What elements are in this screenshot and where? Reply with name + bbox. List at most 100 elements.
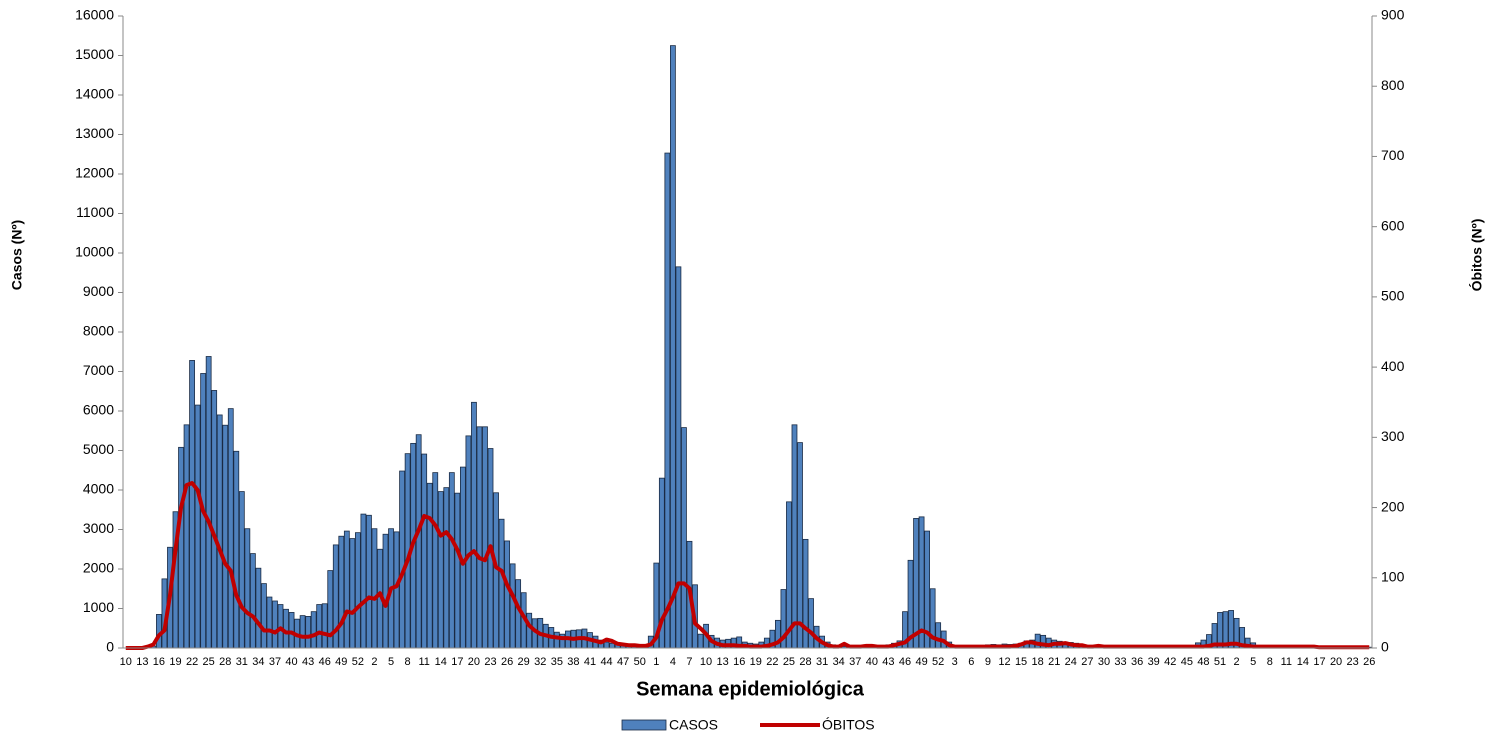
x-tick-label: 16	[733, 656, 745, 668]
y-tick-label: 5000	[83, 441, 114, 457]
bar	[808, 598, 814, 649]
x-tick-label: 35	[551, 656, 563, 668]
x-tick-label: 23	[1347, 656, 1359, 668]
bar	[504, 540, 510, 649]
x-tick-label: 26	[501, 656, 513, 668]
legend-label: ÓBITOS	[822, 717, 875, 733]
y2-tick-label: 0	[1381, 639, 1389, 655]
x-tick-label: 6	[968, 656, 974, 668]
bar	[321, 603, 328, 649]
bar	[476, 426, 483, 649]
legend-swatch	[621, 719, 667, 731]
x-tick-label: 44	[600, 656, 612, 668]
x-tick-label: 47	[617, 656, 629, 668]
x-tick-label: 28	[799, 656, 811, 668]
bar	[343, 530, 350, 649]
x-tick-label: 29	[518, 656, 530, 668]
bar	[935, 622, 942, 649]
bar	[305, 616, 312, 649]
x-tick-label: 20	[1330, 656, 1342, 668]
legend-label: CASOS	[669, 717, 718, 733]
x-tick-label: 43	[302, 656, 314, 668]
bar	[266, 596, 273, 649]
bar	[178, 446, 184, 649]
bar	[238, 491, 245, 649]
bar	[349, 538, 356, 649]
x-tick-label: 37	[849, 656, 861, 668]
x-tick-label: 30	[1098, 656, 1110, 668]
bar	[360, 513, 367, 649]
x-tick-label: 10	[700, 656, 712, 668]
x-tick-label: 34	[252, 656, 264, 668]
bar	[354, 532, 361, 649]
y2-tick-label: 400	[1381, 358, 1405, 374]
x-tick-label: 2	[1234, 656, 1240, 668]
x-axis-title: Semana epidemiológica	[636, 678, 865, 700]
bar	[261, 583, 267, 649]
y-tick-label: 16000	[75, 7, 114, 23]
x-tick-label: 25	[783, 656, 795, 668]
bar	[791, 424, 798, 649]
x-tick-label: 31	[816, 656, 828, 668]
y-tick-label: 2000	[83, 560, 114, 576]
y2-tick-label: 900	[1381, 7, 1405, 23]
y-tick-label: 4000	[83, 481, 114, 497]
x-tick-label: 41	[584, 656, 596, 668]
bar	[216, 414, 223, 649]
x-tick-label: 45	[1181, 656, 1193, 668]
x-tick-label: 49	[915, 656, 927, 668]
bar	[399, 470, 405, 649]
bar	[526, 612, 533, 649]
x-tick-label: 11	[418, 656, 429, 668]
bar	[498, 518, 505, 649]
bar	[426, 482, 433, 649]
x-tick-label: 17	[1313, 656, 1325, 668]
x-tick-label: 18	[1032, 656, 1044, 668]
x-tick-label: 1	[653, 656, 659, 668]
x-tick-label: 51	[1214, 656, 1226, 668]
x-tick-label: 20	[468, 656, 480, 668]
y2-tick-label: 500	[1381, 288, 1405, 304]
bar	[697, 633, 704, 649]
x-tick-label: 46	[319, 656, 331, 668]
bar	[189, 360, 195, 649]
x-tick-label: 8	[405, 656, 411, 668]
x-tick-label: 27	[1081, 656, 1093, 668]
bar	[421, 453, 428, 649]
y-tick-label: 8000	[83, 323, 114, 339]
x-tick-label: 13	[717, 656, 729, 668]
x-tick-label: 9	[985, 656, 991, 668]
x-tick-label: 3	[952, 656, 958, 668]
bar	[310, 611, 317, 649]
y-axis-title: Casos (Nº)	[9, 220, 25, 290]
y2-axis-title: Óbitos (Nº)	[1468, 219, 1485, 292]
bar	[288, 612, 295, 649]
bar	[205, 356, 212, 649]
x-tick-label: 52	[932, 656, 944, 668]
bar	[482, 426, 488, 649]
x-tick-label: 33	[1114, 656, 1126, 668]
y2-tick-label: 200	[1381, 498, 1405, 514]
y-tick-label: 10000	[75, 244, 114, 260]
y-tick-label: 9000	[83, 283, 114, 299]
bar	[509, 563, 516, 649]
bar	[382, 533, 389, 649]
x-tick-label: 13	[136, 656, 148, 668]
x-tick-label: 14	[435, 656, 447, 668]
x-tick-label: 11	[1281, 656, 1292, 668]
bar	[603, 641, 610, 649]
x-tick-label: 5	[388, 656, 394, 668]
bar	[249, 553, 256, 649]
bar	[277, 604, 284, 649]
bar	[233, 450, 240, 649]
y-tick-label: 13000	[75, 125, 114, 141]
y2-tick-label: 800	[1381, 77, 1405, 93]
x-tick-label: 7	[686, 656, 692, 668]
bar	[371, 528, 378, 649]
y-tick-label: 1000	[83, 599, 114, 615]
x-tick-label: 38	[567, 656, 579, 668]
bar	[183, 424, 190, 649]
y-tick-label: 15000	[75, 46, 114, 62]
x-tick-label: 16	[153, 656, 165, 668]
